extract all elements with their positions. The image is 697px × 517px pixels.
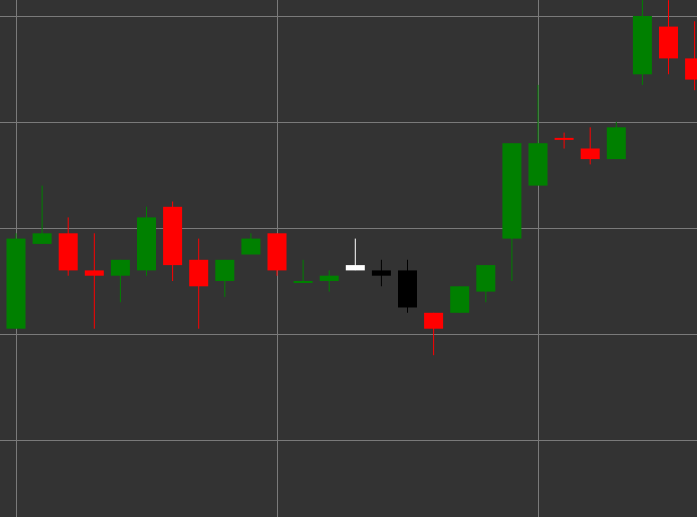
candle-body [293, 281, 313, 283]
candle [58, 217, 78, 276]
candle-body [685, 58, 697, 80]
candle [345, 238, 365, 271]
candle [398, 259, 417, 313]
candle [293, 259, 313, 283]
candle-body [476, 265, 496, 292]
candle-body [267, 233, 287, 271]
candle-body [554, 137, 574, 140]
candle [659, 0, 678, 75]
candle-body [241, 238, 261, 255]
candle-body [32, 233, 52, 244]
candle [215, 259, 235, 297]
candle-body [502, 143, 522, 239]
candle-body [58, 233, 78, 271]
candles [6, 0, 697, 356]
candle [267, 233, 287, 276]
candle [632, 0, 652, 85]
candle [32, 185, 52, 244]
candle [528, 84, 548, 186]
candle-body [215, 259, 235, 281]
candle [137, 206, 156, 276]
candle-body [580, 148, 600, 160]
candle-body [110, 259, 130, 276]
candle-body [659, 26, 678, 59]
candle-body [345, 265, 365, 271]
candle-body [632, 16, 652, 75]
candle [110, 259, 130, 303]
candle-body [6, 238, 26, 329]
candle-body [398, 270, 417, 308]
candle-body [84, 270, 104, 276]
candle [502, 143, 522, 281]
candle-body [371, 270, 391, 276]
candle-body [450, 286, 470, 313]
candle-body [606, 127, 626, 160]
candle [450, 286, 470, 313]
candle [580, 127, 600, 165]
candle [685, 21, 697, 91]
candle-body [528, 143, 548, 186]
candle-body [319, 275, 339, 281]
candle [189, 238, 209, 329]
candle-body [137, 217, 156, 271]
candle [6, 233, 26, 329]
candle-body [424, 312, 444, 329]
candle [606, 122, 626, 160]
candle [476, 265, 496, 303]
candle [241, 233, 261, 255]
candle [554, 132, 574, 149]
candle [319, 270, 339, 292]
candle-body [163, 206, 183, 266]
candle [84, 233, 104, 329]
candle-body [189, 259, 209, 287]
candle [163, 201, 183, 281]
candle [371, 259, 391, 287]
candle [424, 312, 444, 356]
